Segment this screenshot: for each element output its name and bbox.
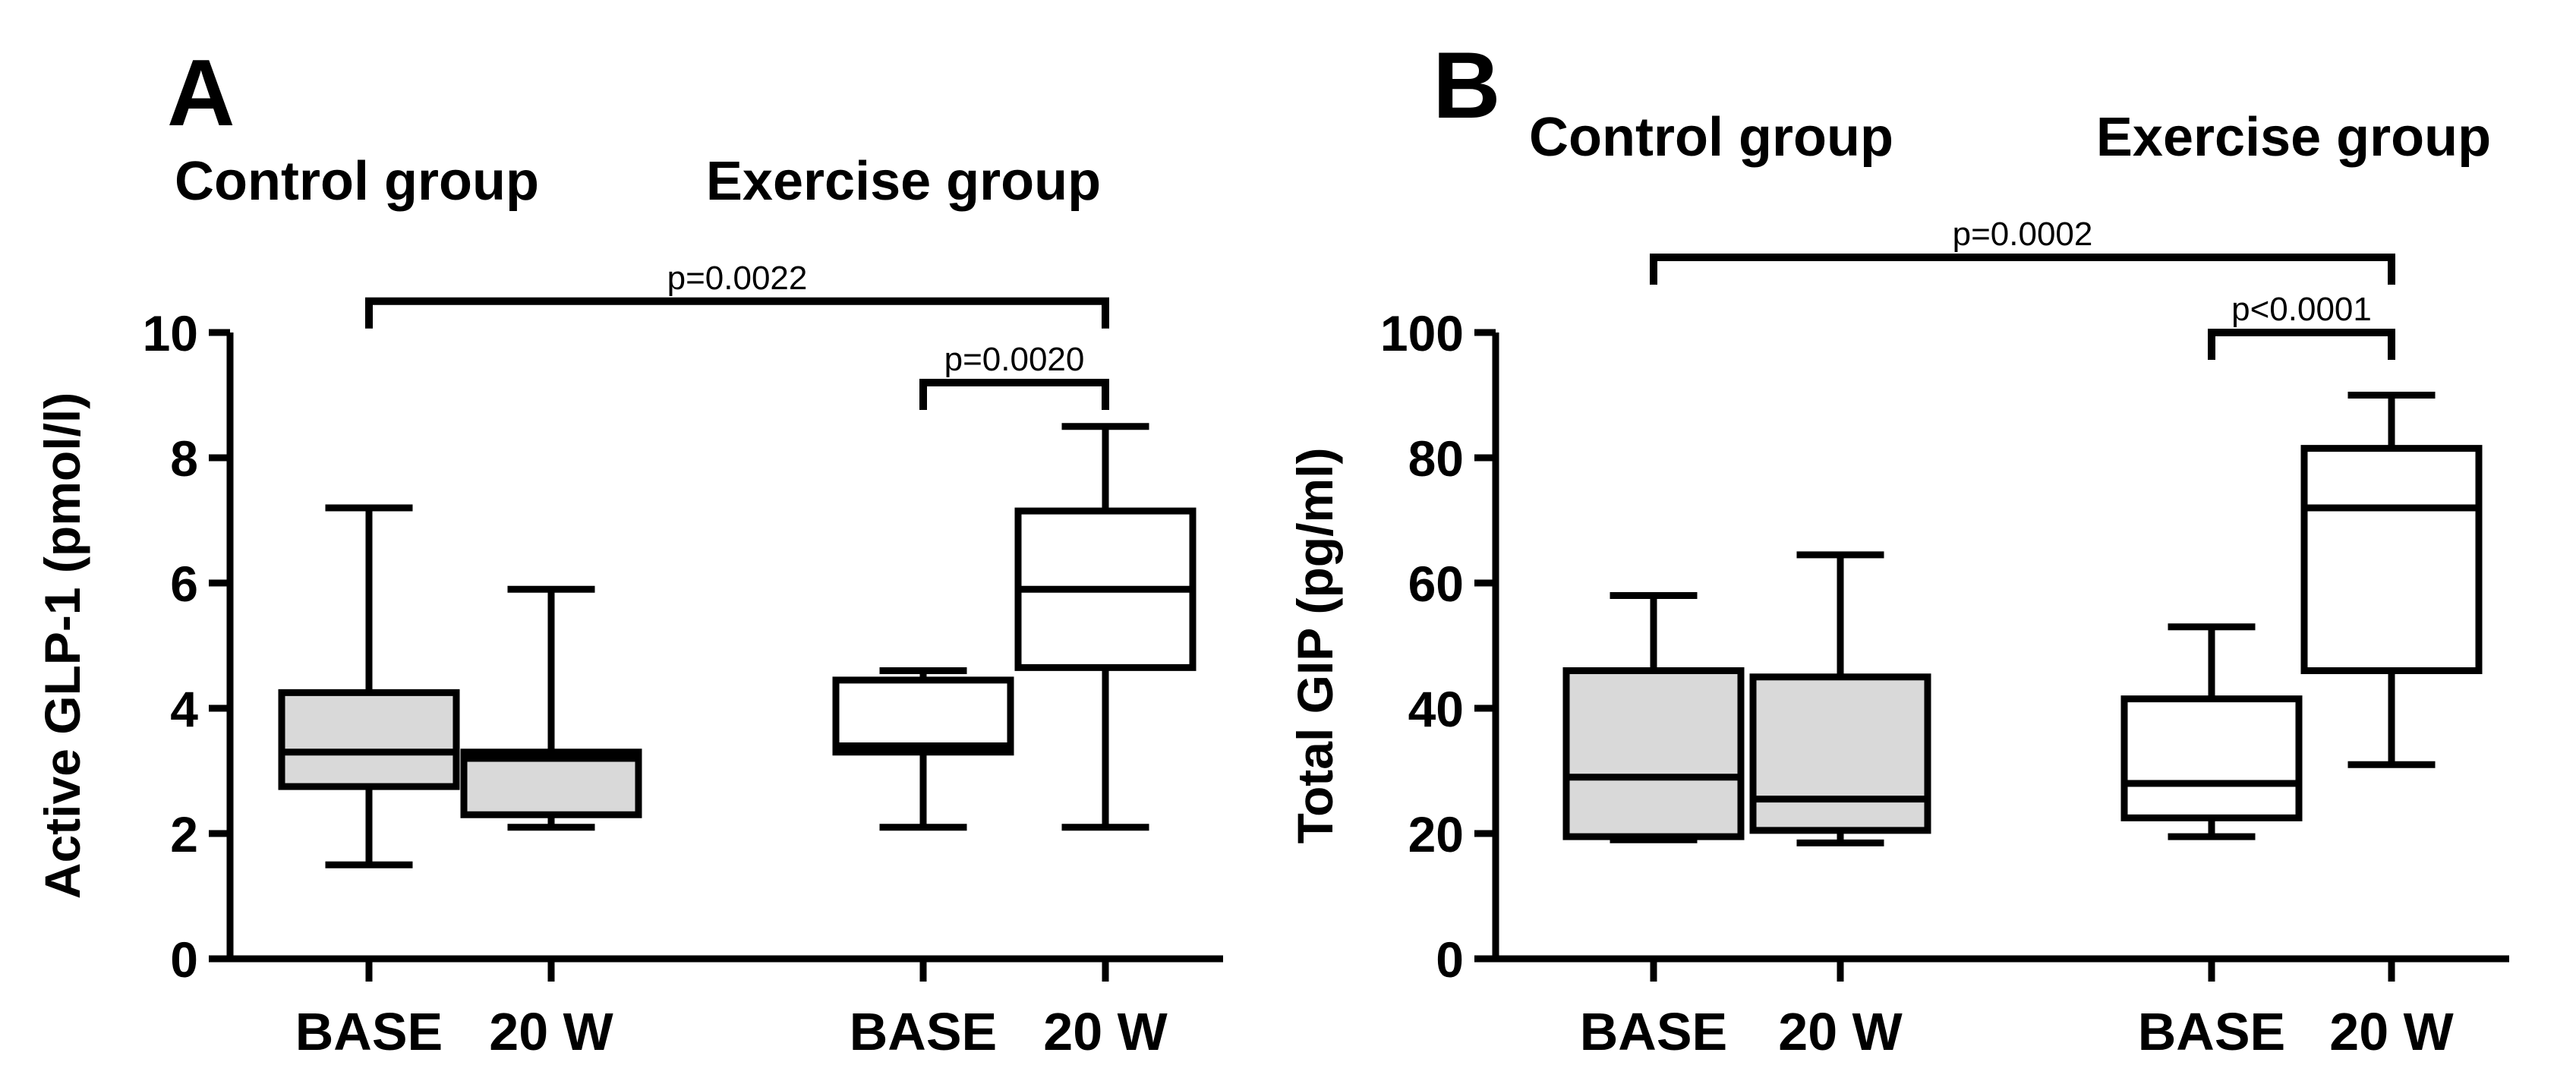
y-tick-label: 8 bbox=[170, 430, 198, 487]
box-iqr bbox=[2120, 695, 2303, 821]
box-iqr bbox=[1562, 667, 1745, 840]
p-value-label: p=0.0002 bbox=[1953, 216, 2093, 253]
x-category-label: 20 W bbox=[1043, 1002, 1167, 1061]
box-iqr bbox=[832, 676, 1014, 756]
significance-bracket: p=0.0022 bbox=[365, 260, 1109, 329]
y-tick-label: 10 bbox=[143, 305, 198, 361]
box-plot bbox=[1014, 423, 1197, 831]
box-plot bbox=[2300, 392, 2483, 768]
y-axis-label: Total GIP (pg/ml) bbox=[1287, 448, 1343, 844]
box-iqr bbox=[1749, 673, 1931, 834]
box-iqr bbox=[278, 689, 460, 790]
x-category-label: BASE bbox=[1580, 1002, 1727, 1061]
y-tick-label: 2 bbox=[170, 806, 198, 862]
box-iqr bbox=[460, 749, 642, 818]
y-tick-label: 0 bbox=[170, 931, 198, 988]
box-plot bbox=[278, 504, 460, 868]
x-category-label: BASE bbox=[2138, 1002, 2285, 1061]
box-plot bbox=[832, 667, 1014, 831]
p-value-label: p=0.0022 bbox=[667, 260, 808, 297]
x-category-label: BASE bbox=[295, 1002, 443, 1061]
y-tick-label: 100 bbox=[1380, 305, 1464, 361]
group-title: Control group bbox=[1529, 107, 1893, 168]
panel-b: B Control group Exercise group Total GIP (p… bbox=[1287, 33, 2509, 1061]
group-title: Control group bbox=[175, 151, 539, 212]
y-tick-label: 0 bbox=[1436, 931, 1464, 988]
y-tick-label: 40 bbox=[1408, 681, 1464, 737]
significance-bracket: p=0.0020 bbox=[919, 341, 1109, 410]
bracket-line bbox=[2208, 329, 2395, 360]
y-tick-label: 60 bbox=[1408, 556, 1464, 612]
y-tick-label: 4 bbox=[170, 681, 198, 737]
y-tick-label: 80 bbox=[1408, 430, 1464, 487]
significance-bracket: p=0.0002 bbox=[1650, 216, 2395, 285]
significance-bracket: p<0.0001 bbox=[2208, 291, 2395, 360]
x-category-label: 20 W bbox=[1778, 1002, 1902, 1061]
box-plot bbox=[2120, 623, 2303, 840]
group-title: Exercise group bbox=[706, 151, 1101, 212]
y-tick-label: 20 bbox=[1408, 806, 1464, 862]
box-plot bbox=[1562, 592, 1745, 843]
panel-letter: A bbox=[167, 41, 235, 146]
p-value-label: p<0.0001 bbox=[2231, 291, 2372, 328]
x-category-label: BASE bbox=[850, 1002, 997, 1061]
x-category-label: 20 W bbox=[2329, 1002, 2453, 1061]
bracket-line bbox=[1650, 254, 2395, 285]
group-title: Exercise group bbox=[2096, 107, 2491, 168]
box-iqr bbox=[2300, 445, 2483, 674]
bracket-line bbox=[919, 379, 1109, 410]
box-plot bbox=[460, 585, 642, 831]
y-tick-label: 6 bbox=[170, 556, 198, 612]
bracket-line bbox=[365, 297, 1109, 329]
y-axis-label: Active GLP-1 (pmol/l) bbox=[34, 392, 90, 899]
x-category-label: 20 W bbox=[489, 1002, 613, 1061]
box-plot bbox=[1749, 551, 1931, 846]
panel-letter: B bbox=[1433, 33, 1501, 138]
p-value-label: p=0.0020 bbox=[944, 341, 1085, 378]
